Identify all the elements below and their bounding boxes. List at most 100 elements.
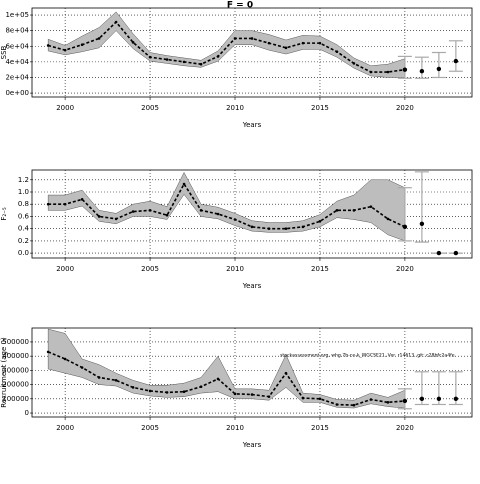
estimate-point [386,70,390,74]
estimate-point [335,50,339,54]
y-tick-label: 0.2 [18,237,29,245]
estimate-point [250,225,254,229]
estimate-point [250,37,254,40]
x-tick-label: 2010 [226,265,244,273]
x-tick-label: 2010 [226,104,244,112]
y-axis-label: Recruitment (age 0) [0,337,8,408]
error-bar [414,171,429,243]
y-tick-label: 400000 [2,352,29,360]
y-axis-label: SSB [0,45,8,59]
estimate-point [301,396,305,400]
y-tick-label: 1.2 [18,176,29,184]
estimate-point [63,357,67,361]
estimate-point [267,395,271,398]
estimate-point [369,70,373,74]
estimate-point [131,210,135,213]
estimate-point [80,43,84,46]
y-tick-label: 0.4 [18,225,30,233]
projection-point [419,396,425,402]
estimate-point [352,62,356,65]
estimate-point [199,209,203,212]
projection-point [453,396,459,402]
estimate-point [46,44,50,47]
x-tick-label: 2020 [396,265,414,273]
estimate-point [233,37,237,40]
projection-point [436,66,442,72]
projection-point [453,250,459,256]
estimate-point [284,371,288,375]
error-bar [448,40,463,72]
estimate-point [46,202,50,206]
projection-point [402,67,408,72]
estimate-point [267,41,271,45]
y-tick-label: 0e+00 [5,89,29,97]
estimate-line [48,182,406,230]
estimate-point [386,217,390,221]
y-tick-label: 200000 [2,381,29,389]
projection-point [419,69,425,74]
y-tick-label: 100000 [2,395,29,403]
x-tick-label: 2020 [396,104,414,112]
estimate-point [148,55,152,59]
error-bar [397,187,412,242]
x-tick-label: 2000 [56,265,74,273]
estimate-point [131,41,135,44]
x-tick-label: 2015 [311,265,329,273]
estimate-point [46,350,50,354]
annotation: stockassessment.org, whg.7b-ce-k_WGCSE21… [280,353,455,359]
estimate-point [267,227,271,230]
estimate-line [47,351,405,407]
estimate-point [335,209,339,212]
plot-frame [31,327,473,418]
plot-frame [31,7,473,98]
x-tick-label: 2005 [141,265,159,273]
plot-frame [31,169,473,259]
estimate-point [284,227,288,230]
y-tick-label: 1.0 [18,188,29,196]
y-tick-label: 6e+04 [5,42,29,50]
estimate-point [318,41,322,45]
estimate-point [284,46,288,50]
estimate-point [63,202,67,206]
estimate-point [80,198,84,201]
estimate-point [216,212,220,216]
confidence-band [47,11,406,78]
estimate-point [301,225,305,229]
error-bar [431,51,446,79]
estimate-point [114,217,118,221]
x-tick-label: 2015 [311,104,329,112]
estimate-point [352,209,356,212]
x-tick-label: 2005 [141,104,159,112]
estimate-point [233,218,237,221]
y-tick-label: 500000 [2,338,29,346]
estimate-point [165,58,169,61]
x-tick-label: 2010 [226,424,244,432]
estimate-point [199,62,203,66]
estimate-point [80,366,84,369]
estimate-point [97,215,101,218]
estimate-point [301,41,305,45]
estimate-point [352,403,356,407]
estimate-point [182,182,186,186]
estimate-point [369,205,373,208]
confidence-band [47,171,406,242]
x-axis-label: Years [242,282,262,290]
estimate-point [148,389,152,393]
estimate-point [318,397,322,401]
figure-title: F = 0 [227,1,253,11]
estimate-point [131,386,135,389]
estimate-point [216,377,220,381]
estimate-point [216,55,220,58]
x-axis-label: Years [242,121,262,129]
projection-point [436,396,442,402]
estimate-point [165,391,169,394]
y-tick-label: 0.6 [18,212,30,220]
estimate-point [233,392,237,396]
y-tick-label: 300000 [2,366,29,374]
projection-point [402,398,408,404]
confidence-band [47,328,406,409]
estimate-point [369,398,373,401]
projection-point [402,224,408,230]
y-tick-label: 8e+04 [5,27,29,35]
estimate-point [63,48,67,52]
